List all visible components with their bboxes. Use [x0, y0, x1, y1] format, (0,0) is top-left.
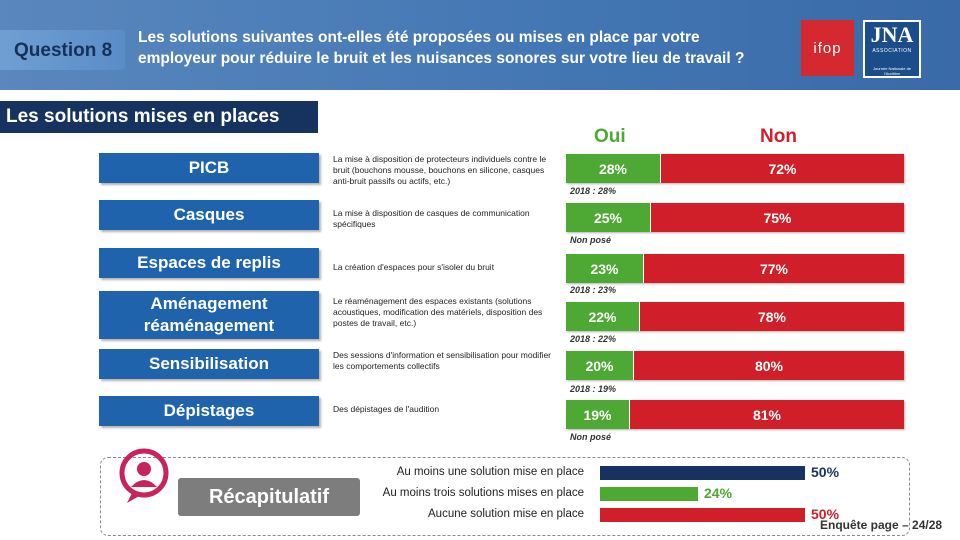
recap-bar [600, 508, 805, 522]
non-segment: 81% [630, 400, 904, 429]
oui-segment: 23% [566, 254, 644, 283]
stacked-bar: 22% 78% [566, 302, 904, 331]
category-label: Aménagement réaménagement [99, 291, 319, 339]
category-label: Casques [99, 200, 319, 230]
recap-value: 24% [704, 485, 733, 501]
category-label: PICB [99, 153, 319, 183]
comparison-note: 2018 : 19% [570, 384, 617, 394]
category-label: Dépistages [99, 396, 319, 426]
recap-label: Aucune solution mise en place [428, 508, 584, 520]
jna-logo-assoc: ASSOCIATION [872, 48, 912, 54]
non-segment: 72% [661, 154, 904, 183]
non-segment: 77% [644, 254, 904, 283]
question-badge [0, 30, 125, 70]
comparison-note: 2018 : 23% [570, 285, 617, 295]
jna-logo-text: JNA [870, 22, 914, 47]
recap-label: Au moins trois solutions mises en place [382, 487, 584, 499]
oui-segment: 25% [566, 203, 651, 232]
recap-value: 50% [811, 506, 840, 522]
category-description: La création d'espaces pour s'isoler du b… [333, 262, 495, 272]
recap-frame [100, 457, 910, 536]
category-description: Des dépistages de l'audition [333, 404, 440, 414]
legend-non: Non [760, 126, 797, 147]
jna-logo-tagline: Journée Nationale de l'Audition [872, 66, 912, 76]
non-segment: 80% [634, 351, 904, 380]
question-label: Question 8 [14, 40, 113, 61]
legend-oui: Oui [594, 126, 626, 147]
section-title: Les solutions mises en places [0, 101, 318, 133]
stacked-bar: 23% 77% [566, 254, 904, 283]
jna-logo: JNA ASSOCIATION Journée Nationale de l'A… [863, 20, 921, 78]
recap-bar [600, 487, 698, 501]
ifop-logo: ifop [801, 20, 854, 76]
oui-segment: 22% [566, 302, 640, 331]
comparison-note: Non posé [570, 235, 612, 245]
category-description: Des sessions d'information et sensibilis… [333, 350, 552, 371]
category-description: La mise à disposition de casques de comm… [333, 208, 530, 229]
oui-segment: 20% [566, 351, 634, 380]
stacked-bar: 28% 72% [566, 154, 904, 183]
recap-button: Récapitulatif [178, 478, 360, 516]
survey-person-icon [119, 448, 169, 503]
comparison-note: 2018 : 22% [570, 334, 617, 344]
question-text: Les solutions suivantes ont-elles été pr… [138, 29, 745, 67]
recap-label: Au moins une solution mise en place [396, 466, 584, 478]
stacked-bar: 19% 81% [566, 400, 904, 429]
oui-segment: 28% [566, 154, 661, 183]
comparison-note: Non posé [570, 432, 612, 442]
recap-value: 50% [811, 464, 840, 480]
comparison-note: 2018 : 28% [570, 186, 617, 196]
category-label: Sensibilisation [99, 349, 319, 379]
category-description: Le réaménagement des espaces existants (… [333, 296, 543, 328]
page-footer: Enquête page – 24/28 [820, 518, 943, 532]
oui-segment: 19% [566, 400, 630, 429]
stacked-bar: 20% 80% [566, 351, 904, 380]
recap-bar [600, 466, 805, 480]
non-segment: 78% [640, 302, 904, 331]
category-label: Espaces de replis [99, 248, 319, 278]
stacked-bar: 25% 75% [566, 203, 904, 232]
category-description: La mise à disposition de protecteurs ind… [333, 154, 547, 186]
non-segment: 75% [651, 203, 904, 232]
header-banner: Question 8 Les solutions suivantes ont-e… [0, 0, 960, 90]
